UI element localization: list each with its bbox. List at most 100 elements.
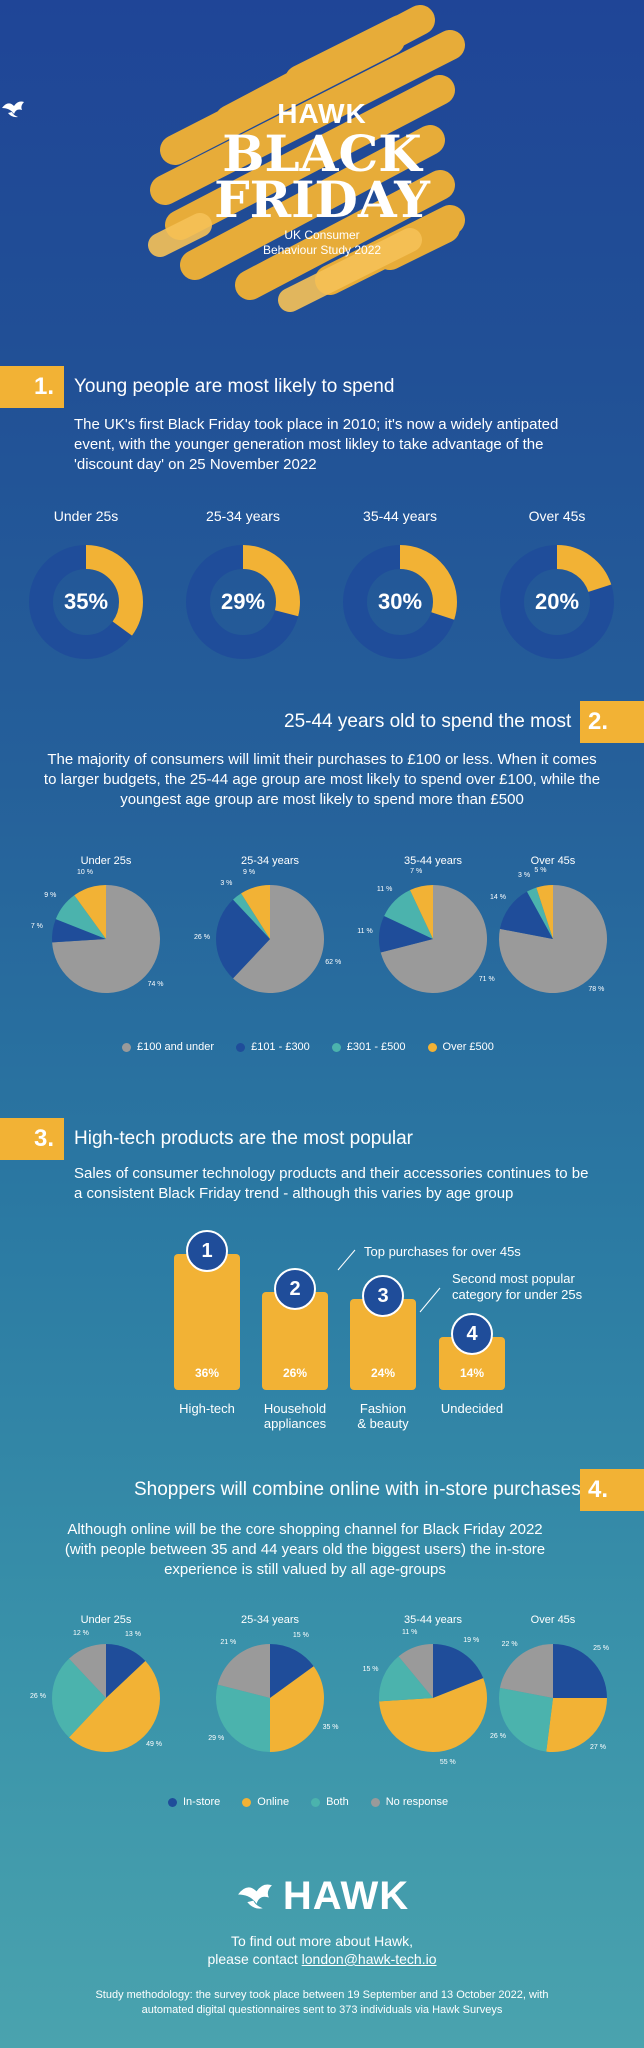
legend-item-301-500: £301 - £500 bbox=[331, 1041, 406, 1053]
pie-slice-label: 55 % bbox=[439, 1759, 456, 1767]
bar-percent: 14% bbox=[459, 1366, 485, 1380]
pie-slice-label: 78 % bbox=[588, 986, 605, 994]
pie-slice-label: 35 % bbox=[322, 1723, 339, 1731]
section4-number: 4. bbox=[580, 1469, 644, 1511]
pie-slice bbox=[536, 885, 553, 939]
pie-title: 35-44 years bbox=[403, 1614, 463, 1626]
bar-percent: 36% bbox=[194, 1366, 220, 1380]
pie-slice-label: 11 % bbox=[376, 885, 393, 893]
legend-dot-teal bbox=[311, 1797, 321, 1807]
pie-slice-label: 21 % bbox=[220, 1639, 237, 1647]
footer-logo: HAWK bbox=[0, 1874, 644, 1919]
bar-category-line: appliances bbox=[263, 1416, 327, 1431]
pie-slice-label: 62 % bbox=[325, 959, 342, 967]
pie-slice bbox=[379, 916, 433, 953]
pie-slice-label: 26 % bbox=[489, 1732, 506, 1740]
pie-chart bbox=[52, 885, 161, 993]
pie-slice bbox=[380, 885, 488, 993]
bar-category-line: Fashion bbox=[359, 1401, 407, 1416]
donut-value-arc bbox=[29, 545, 143, 659]
note-under-25s: Second most popular category for under 2… bbox=[452, 1271, 582, 1303]
section4-text-line: experience is still valued by all age-gr… bbox=[164, 1561, 446, 1578]
rank-badge: 1 bbox=[186, 1230, 228, 1272]
pie-slice bbox=[526, 887, 553, 939]
bar-category-label: Fashion & beauty bbox=[338, 1401, 428, 1431]
legend-item-in-store: In-store bbox=[168, 1796, 220, 1808]
section3-title: High-tech products are the most popular bbox=[74, 1128, 414, 1149]
legend-item-no-response: No response bbox=[370, 1796, 449, 1808]
pie-slice-label: 25 % bbox=[593, 1644, 610, 1652]
legend-label: £101 - £300 bbox=[251, 1041, 310, 1053]
note-line: category for under 25s bbox=[452, 1287, 583, 1302]
pie-slice-label: 26 % bbox=[30, 1693, 46, 1700]
spend-legend: £100 and under £101 - £300 £301 - £500 O… bbox=[122, 1041, 494, 1053]
method-line: automated digital questionnaires sent to… bbox=[141, 2004, 503, 2016]
legend-dot-grey bbox=[370, 1797, 380, 1807]
pie-slice bbox=[52, 885, 161, 993]
pie-title: Under 25s bbox=[80, 855, 132, 867]
pie-slice-label: 10 % bbox=[76, 869, 93, 877]
legend-dot-yellow bbox=[427, 1042, 437, 1052]
hero-brand: HAWK bbox=[277, 98, 367, 129]
donut-percent: 35% bbox=[63, 589, 109, 614]
pie-slice-label: 49 % bbox=[146, 1741, 163, 1749]
donut-value-arc bbox=[343, 545, 457, 659]
note-over-45s: Top purchases for over 45s bbox=[364, 1244, 521, 1259]
rank-badge: 4 bbox=[451, 1313, 493, 1355]
bar-percent: 24% bbox=[370, 1366, 396, 1380]
legend-dot-yellow bbox=[242, 1797, 252, 1807]
donut-label: 35-44 years bbox=[363, 508, 437, 524]
legend-label: £301 - £500 bbox=[346, 1041, 406, 1053]
pie-slice-label: 12 % bbox=[72, 1629, 89, 1637]
legend-dot-navy bbox=[168, 1797, 177, 1807]
pie-slice-label: 7 % bbox=[410, 867, 423, 875]
pie-slice bbox=[217, 1644, 270, 1698]
legend-label: In-store bbox=[183, 1796, 221, 1808]
section4-text: Although online will be the core shoppin… bbox=[40, 1520, 604, 1580]
pie-slice-label: 14 % bbox=[489, 894, 506, 902]
pie-slice bbox=[216, 1684, 270, 1752]
legend-item-both: Both bbox=[311, 1796, 349, 1808]
legend-dot-navy bbox=[236, 1042, 246, 1052]
legend-label: Both bbox=[326, 1796, 349, 1808]
hawk-logo-icon bbox=[2, 101, 24, 118]
section1-title: Young people are most likely to spend bbox=[74, 376, 395, 397]
legend-label: £100 and under bbox=[137, 1041, 215, 1053]
section4-title: Shoppers will combine online with in-sto… bbox=[134, 1479, 581, 1500]
pie-slice bbox=[379, 1678, 488, 1753]
pie-slice-label: 29 % bbox=[208, 1734, 225, 1742]
hero-logo: HAWK bbox=[0, 98, 644, 130]
pie-slice-label: 27 % bbox=[589, 1744, 606, 1751]
pie-slice bbox=[216, 899, 270, 979]
pie-slice-label: 9 % bbox=[243, 868, 256, 876]
note-line: Second most popular bbox=[452, 1271, 575, 1286]
section1-text: The UK's first Black Friday took place i… bbox=[74, 416, 559, 473]
pie-slice-label: 3 % bbox=[220, 880, 233, 888]
bar-category-label: Household appliances bbox=[250, 1401, 340, 1431]
pie-slice bbox=[384, 890, 433, 939]
callout-lines bbox=[337, 1249, 441, 1313]
pie-title: 35-44 years bbox=[403, 855, 463, 867]
bar-percent: 26% bbox=[282, 1366, 308, 1380]
pie-slice bbox=[398, 1644, 433, 1698]
pie-chart bbox=[52, 1644, 160, 1752]
donut-percent: 30% bbox=[377, 589, 423, 614]
pie-slice-label: 5 % bbox=[534, 866, 547, 874]
pie-slice-label: 11 % bbox=[357, 927, 373, 935]
channel-legend: In-store Online Both No response bbox=[168, 1796, 448, 1808]
hero-subtitle-line2: Behaviour Study 2022 bbox=[262, 243, 382, 257]
legend-label: Online bbox=[257, 1796, 290, 1808]
contact-email-link[interactable]: london@hawk-tech.io bbox=[301, 1951, 437, 1967]
pie-chart bbox=[216, 1644, 325, 1752]
legend-item-under-100: £100 and under bbox=[122, 1041, 214, 1053]
pie-slice bbox=[233, 885, 325, 993]
rank-badge: 3 bbox=[362, 1275, 404, 1317]
donut-label: Under 25s bbox=[53, 508, 119, 524]
legend-label: No response bbox=[385, 1796, 449, 1808]
footer-brand: HAWK bbox=[282, 1874, 410, 1918]
pie-slice-label: 13 % bbox=[125, 1630, 141, 1638]
bar-category-label: High-tech bbox=[162, 1401, 252, 1416]
rank-badge: 2 bbox=[274, 1268, 316, 1310]
contact-block: To find out more about Hawk, please cont… bbox=[0, 1932, 644, 1968]
pie-slice-label: 9 % bbox=[44, 892, 57, 900]
